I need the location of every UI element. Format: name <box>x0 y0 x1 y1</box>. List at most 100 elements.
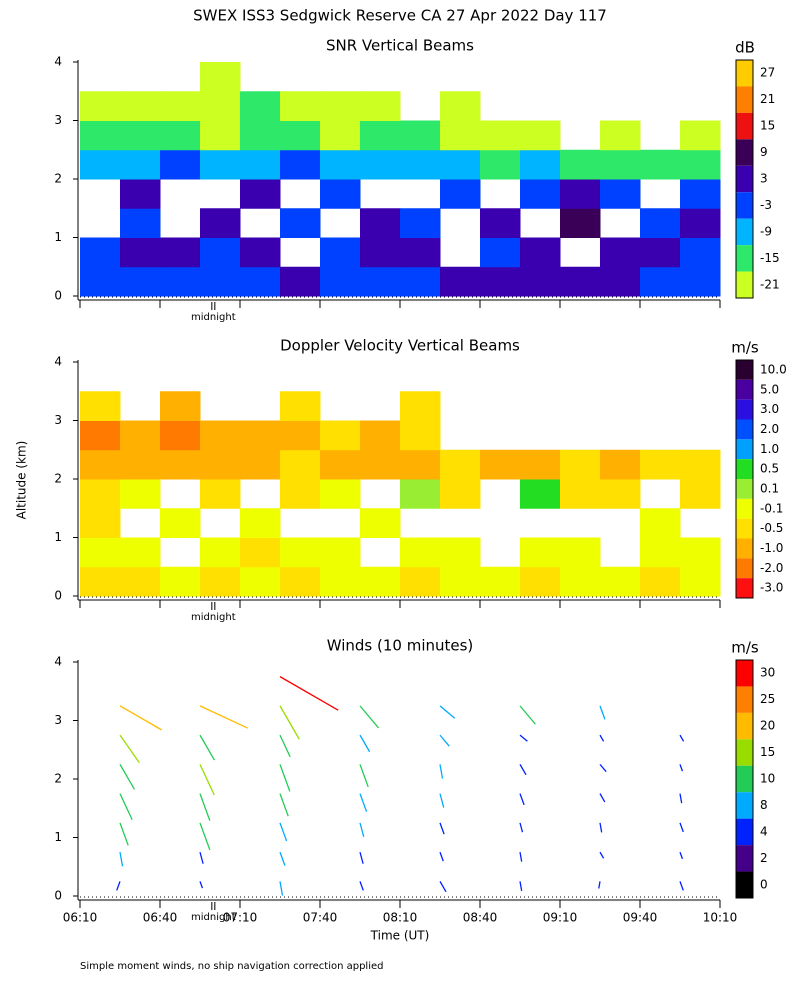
heat-cell <box>400 420 441 451</box>
wind-barb <box>599 705 606 720</box>
y-tick-label: 0 <box>54 889 62 903</box>
colorbar-label: 10 <box>760 772 775 786</box>
heat-cell <box>80 420 121 451</box>
wind-barb <box>359 734 371 753</box>
heat-cell <box>600 149 641 180</box>
heat-cell <box>640 266 681 297</box>
colorbar-label: 3 <box>760 172 768 186</box>
heat-cell <box>400 120 441 151</box>
wind-barb <box>439 822 445 835</box>
y-tick-label: 1 <box>54 230 62 244</box>
heat-cell <box>240 566 281 597</box>
colorbar-swatch <box>736 712 753 740</box>
wind-barb <box>359 822 365 837</box>
y-tick-label: 1 <box>54 830 62 844</box>
wind-barb <box>119 852 124 867</box>
wind-barb <box>599 734 605 742</box>
wind-barb <box>599 822 603 833</box>
heat-cell <box>240 237 281 268</box>
colorbar-swatch <box>736 479 753 499</box>
wind-barb <box>199 734 215 761</box>
heat-cell <box>480 149 521 180</box>
heat-cell <box>640 537 681 568</box>
heat-cell <box>600 449 641 480</box>
colorbar-label: 5.0 <box>760 382 779 396</box>
heat-cell <box>360 91 401 121</box>
heat-cell <box>560 208 601 238</box>
heat-cell <box>320 266 361 297</box>
colorbar-label: 25 <box>760 692 775 706</box>
y-tick-label: 0 <box>54 289 62 303</box>
wind-barb <box>119 822 129 846</box>
y-tick-label: 4 <box>54 655 62 669</box>
colorbar-label: -0.1 <box>760 501 783 515</box>
heat-cell <box>480 566 521 597</box>
heat-cell <box>120 120 161 151</box>
y-tick-label: 0 <box>54 589 62 603</box>
colorbar-frame <box>735 359 754 599</box>
wind-barb <box>279 734 291 758</box>
colorbar-swatch <box>736 558 753 579</box>
wind-barb <box>359 793 368 812</box>
wind-barb <box>679 822 684 833</box>
wind-barb <box>439 764 444 779</box>
heat-cell <box>320 479 361 509</box>
heat-cell <box>680 179 721 209</box>
colorbar-swatch <box>736 818 753 846</box>
heat-cell <box>240 91 281 121</box>
x-tick-label: 10:10 <box>703 911 738 925</box>
heat-cell <box>280 391 321 421</box>
heat-cell <box>480 208 521 238</box>
y-tick-label: 1 <box>54 530 62 544</box>
wind-barb <box>679 851 684 860</box>
heat-cell <box>640 449 681 480</box>
heat-cell <box>240 508 281 538</box>
heat-cell <box>160 266 201 297</box>
heat-cell <box>280 91 321 121</box>
heat-cell <box>560 449 601 480</box>
heat-cell <box>520 237 561 268</box>
colorbar-label: 9 <box>760 145 768 159</box>
heat-cell <box>200 149 241 180</box>
heat-cell <box>240 537 281 568</box>
wind-barb <box>519 822 524 833</box>
y-tick-label: 2 <box>54 472 62 486</box>
heat-cell <box>640 208 681 238</box>
heat-cell <box>80 120 121 151</box>
wind-barb <box>119 764 135 790</box>
colorbar-label: 15 <box>760 745 775 759</box>
wind-barb <box>279 705 300 740</box>
heat-cell <box>600 266 641 297</box>
colorbar-label: 0.5 <box>760 462 779 476</box>
heat-cell <box>120 237 161 268</box>
heat-cell <box>560 566 601 597</box>
heat-cell <box>520 537 561 568</box>
colorbar-swatch <box>736 271 753 298</box>
heat-cell <box>200 479 241 509</box>
colorbar-label: 1.0 <box>760 442 779 456</box>
colorbar-swatch <box>736 139 753 166</box>
wind-barb <box>279 881 284 896</box>
heat-cell <box>80 449 121 480</box>
wind-barb <box>359 764 369 788</box>
wind-barb <box>279 822 288 842</box>
heat-cell <box>360 420 401 451</box>
heat-cell <box>480 237 521 268</box>
heat-cell <box>240 266 281 297</box>
colorbar-label: 2 <box>760 851 768 865</box>
panel-title: Doppler Velocity Vertical Beams <box>280 337 520 355</box>
colorbar-swatch <box>736 245 753 272</box>
midnight-label: midnight <box>191 912 236 923</box>
wind-barb <box>599 793 606 803</box>
colorbar-label: -21 <box>760 277 780 291</box>
heat-cell <box>680 566 721 597</box>
heat-cell <box>560 266 601 297</box>
heat-cell <box>80 566 121 597</box>
heat-cell <box>320 237 361 268</box>
heat-cell <box>440 566 481 597</box>
wind-barb <box>439 793 445 808</box>
wind-barb <box>199 851 204 864</box>
wind-barb <box>199 705 249 729</box>
colorbar-label: -1.0 <box>760 541 783 555</box>
heat-cell <box>640 237 681 268</box>
